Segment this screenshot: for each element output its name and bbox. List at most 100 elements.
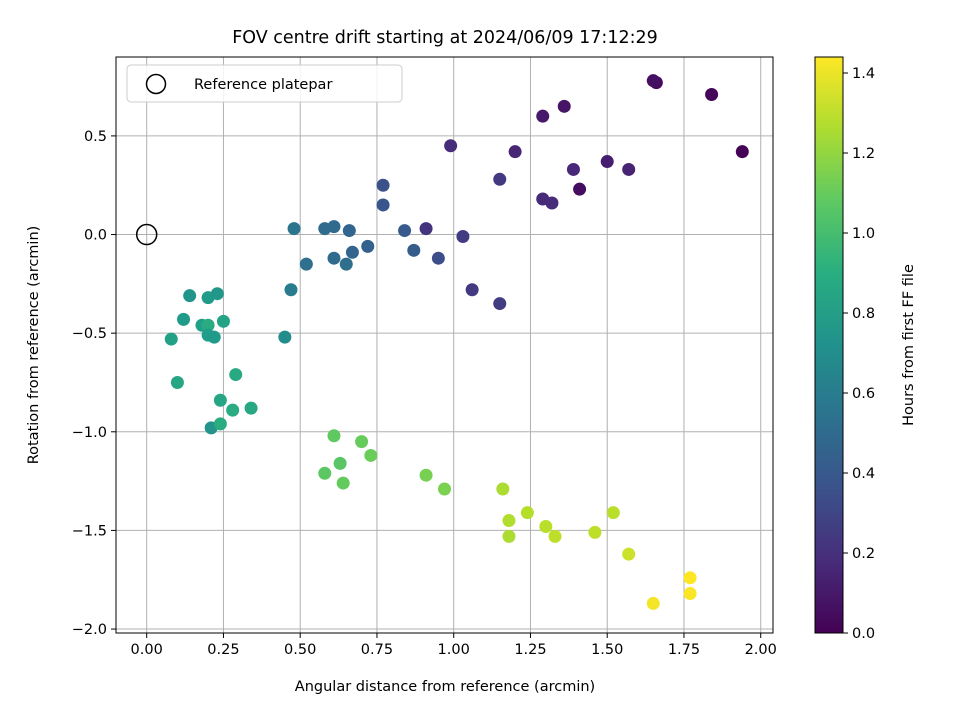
- data-point: [520, 506, 534, 520]
- data-point: [545, 196, 559, 210]
- data-point: [683, 587, 697, 601]
- legend-box: [126, 64, 403, 103]
- data-point: [496, 482, 510, 496]
- data-point: [339, 257, 353, 271]
- x-axis: 0.00 0.25 0.50 0.75 1.00 1.25 1.50 1.75 2.00: [131, 633, 777, 658]
- data-point: [216, 314, 230, 328]
- y-tick-label: −0.5: [72, 326, 107, 342]
- data-point: [318, 222, 332, 236]
- data-point: [646, 74, 660, 88]
- data-point: [226, 403, 240, 417]
- data-point: [419, 222, 433, 236]
- data-point: [606, 506, 620, 520]
- x-tick-label: 1.00: [438, 642, 470, 658]
- x-tick-label: 0.50: [284, 642, 316, 658]
- colorbar-gradient: [814, 56, 844, 634]
- data-point: [444, 139, 458, 153]
- colorbar-tick-label: 0.0: [852, 626, 875, 642]
- data-point: [342, 224, 356, 238]
- data-point: [210, 287, 224, 301]
- data-point: [456, 230, 470, 244]
- data-point: [213, 417, 227, 431]
- y-axis: 0.5 0.0 −0.5 −1.0 −1.5 −2.0: [72, 129, 116, 638]
- x-tick-label: 2.00: [745, 642, 777, 658]
- legend-label-reference-platepar: Reference platepar: [194, 77, 332, 93]
- data-point: [287, 222, 301, 236]
- data-point: [327, 251, 341, 265]
- data-point: [183, 289, 197, 303]
- data-point: [419, 468, 433, 482]
- data-point: [600, 155, 614, 169]
- data-point: [201, 318, 215, 332]
- data-point: [336, 476, 350, 490]
- data-point: [705, 87, 719, 101]
- data-point: [170, 375, 184, 389]
- data-point: [548, 529, 562, 543]
- plot-frame: [115, 56, 774, 634]
- y-tick-label: 0.5: [84, 129, 107, 145]
- data-point: [407, 243, 421, 257]
- colorbar-tick-label: 0.2: [852, 546, 875, 562]
- data-point: [566, 162, 580, 176]
- x-tick-label: 1.75: [668, 642, 700, 658]
- data-point: [345, 245, 359, 259]
- colorbar-label: Hours from first FF file: [901, 264, 917, 426]
- colorbar-ticks: 0.0 0.2 0.4 0.6 0.8 1.0 1.2 1.4: [843, 66, 875, 642]
- data-point: [213, 393, 227, 407]
- data-point: [244, 401, 258, 415]
- x-tick-label: 0.00: [131, 642, 163, 658]
- data-point: [735, 145, 749, 159]
- data-point: [398, 224, 412, 238]
- data-point: [284, 283, 298, 297]
- colorbar-tick-label: 0.4: [852, 466, 875, 482]
- data-point: [536, 109, 550, 123]
- data-point: [278, 330, 292, 344]
- x-tick-label: 1.25: [514, 642, 546, 658]
- data-point: [318, 466, 332, 480]
- y-tick-label: −2.0: [72, 622, 107, 638]
- data-point: [229, 368, 243, 382]
- data-point: [376, 198, 390, 212]
- data-point: [299, 257, 313, 271]
- data-point: [493, 172, 507, 186]
- data-point: [557, 99, 571, 113]
- data-point: [622, 162, 636, 176]
- data-point: [376, 178, 390, 192]
- colorbar-tick-label: 1.4: [852, 66, 875, 82]
- x-axis-title: Angular distance from reference (arcmin): [295, 679, 595, 695]
- data-point: [508, 145, 522, 159]
- data-point: [438, 482, 451, 496]
- data-point: [493, 297, 507, 311]
- data-point: [333, 456, 347, 470]
- y-tick-label: 0.0: [84, 228, 107, 244]
- data-point: [646, 596, 660, 610]
- grid: [116, 57, 773, 633]
- data-point: [683, 571, 697, 585]
- reference-platepar-marker: [135, 223, 158, 246]
- x-tick-label: 0.75: [361, 642, 393, 658]
- data-point: [465, 283, 479, 297]
- data-point: [177, 312, 191, 326]
- colorbar-tick-label: 0.6: [852, 386, 875, 402]
- data-point: [355, 435, 369, 449]
- chart-title: FOV centre drift starting at 2024/06/09 …: [232, 28, 658, 48]
- x-tick-label: 0.25: [207, 642, 239, 658]
- colorbar-tick-label: 0.8: [852, 306, 875, 322]
- data-point: [361, 239, 375, 253]
- y-axis-title: Rotation from reference (arcmin): [26, 226, 42, 465]
- data-points: [135, 74, 749, 610]
- data-point: [164, 332, 178, 346]
- data-point: [622, 547, 636, 561]
- data-point: [539, 519, 553, 533]
- data-point: [573, 182, 587, 196]
- data-point: [207, 330, 221, 344]
- data-point: [364, 448, 378, 462]
- data-point: [431, 251, 445, 265]
- y-tick-label: −1.0: [72, 425, 107, 441]
- data-point: [327, 429, 341, 443]
- legend: Reference platepar: [126, 64, 403, 103]
- colorbar-tick-label: 1.0: [852, 226, 875, 242]
- legend-reference-marker: [145, 73, 167, 95]
- y-tick-label: −1.5: [72, 523, 107, 539]
